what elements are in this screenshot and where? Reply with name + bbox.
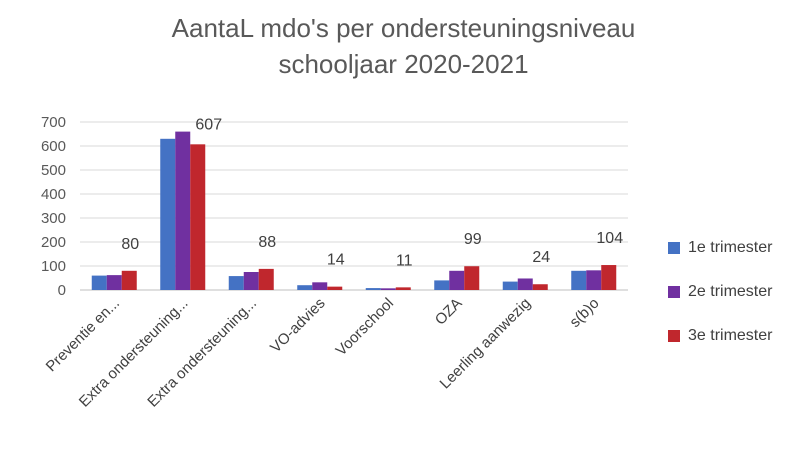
legend-label-2: 2e trimester: [688, 283, 772, 301]
legend-item-2: 2e trimester: [668, 270, 772, 314]
bar-1-series-2: [107, 275, 122, 290]
data-label-8: 104: [596, 230, 623, 247]
x-tick-label-8: s(b)o: [566, 295, 602, 331]
bar-6-series-1: [434, 280, 449, 290]
bar-3-series-1: [229, 276, 244, 290]
y-tick-label-300: 300: [41, 210, 66, 227]
legend-swatch-3: [668, 330, 680, 342]
bar-2-series-2: [175, 132, 190, 290]
legend-label-1: 1e trimester: [688, 239, 772, 257]
bar-7-series-2: [518, 278, 533, 290]
bar-3-series-3: [259, 269, 274, 290]
bar-2-series-3: [190, 144, 205, 290]
bar-5-series-2: [381, 288, 396, 290]
data-label-7: 24: [532, 249, 550, 266]
bar-1-series-3: [122, 271, 137, 290]
bar-4-series-2: [312, 282, 327, 290]
bar-6-series-2: [449, 271, 464, 290]
y-tick-label-200: 200: [41, 234, 66, 251]
bar-7-series-1: [503, 282, 518, 290]
bar-6-series-3: [464, 266, 479, 290]
legend-swatch-2: [668, 286, 680, 298]
legend: 1e trimester 2e trimester 3e trimester: [668, 226, 772, 358]
y-tick-label-600: 600: [41, 138, 66, 155]
y-tick-label-500: 500: [41, 162, 66, 179]
bar-7-series-3: [533, 284, 548, 290]
data-label-6: 99: [464, 231, 482, 248]
legend-label-3: 3e trimester: [688, 327, 772, 345]
bar-8-series-2: [586, 270, 601, 290]
legend-swatch-1: [668, 242, 680, 254]
bar-4-series-3: [327, 287, 342, 290]
bar-2-series-1: [160, 139, 175, 290]
y-tick-label-400: 400: [41, 186, 66, 203]
bar-8-series-3: [601, 265, 616, 290]
legend-item-1: 1e trimester: [668, 226, 772, 270]
bar-1-series-1: [92, 276, 107, 290]
y-tick-label-100: 100: [41, 258, 66, 275]
data-label-3: 88: [258, 234, 276, 251]
data-label-4: 14: [327, 252, 345, 269]
bar-8-series-1: [571, 271, 586, 290]
x-tick-label-6: OZA: [432, 295, 466, 329]
bar-3-series-2: [244, 272, 259, 290]
legend-item-3: 3e trimester: [668, 314, 772, 358]
x-tick-label-4: VO-advies: [267, 295, 329, 357]
x-tick-label-5: Voorschool: [333, 295, 398, 360]
y-tick-label-0: 0: [58, 282, 66, 299]
data-label-1: 80: [121, 236, 139, 253]
data-label-2: 607: [195, 117, 222, 134]
bar-5-series-1: [366, 288, 381, 290]
data-label-5: 11: [396, 252, 413, 269]
bar-5-series-3: [396, 287, 411, 290]
y-tick-label-700: 700: [41, 114, 66, 131]
bar-4-series-1: [297, 285, 312, 290]
